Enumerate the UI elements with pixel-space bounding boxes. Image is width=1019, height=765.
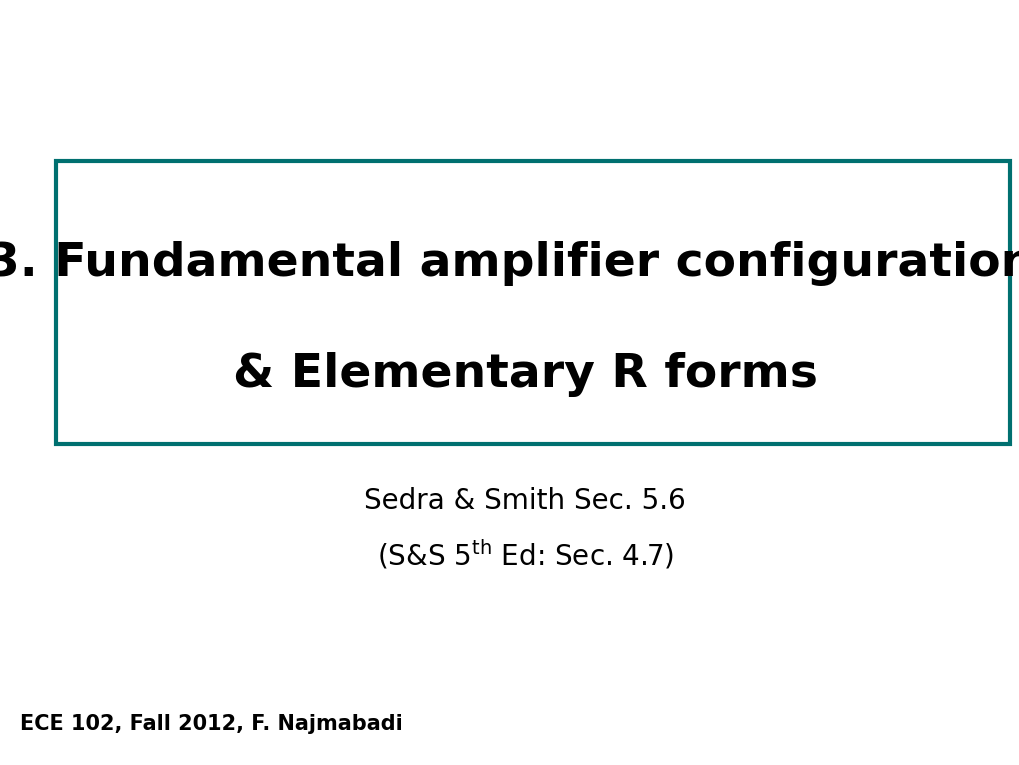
FancyBboxPatch shape [56,161,1009,444]
Text: Sedra & Smith Sec. 5.6: Sedra & Smith Sec. 5.6 [364,487,686,515]
Text: 3. Fundamental amplifier configurations: 3. Fundamental amplifier configurations [0,242,1019,286]
Text: ECE 102, Fall 2012, F. Najmabadi: ECE 102, Fall 2012, F. Najmabadi [20,715,403,734]
Text: & Elementary R forms: & Elementary R forms [232,353,817,397]
Text: (S&S $5^{\mathsf{th}}$ Ed: Sec. 4.7): (S&S $5^{\mathsf{th}}$ Ed: Sec. 4.7) [376,538,674,571]
